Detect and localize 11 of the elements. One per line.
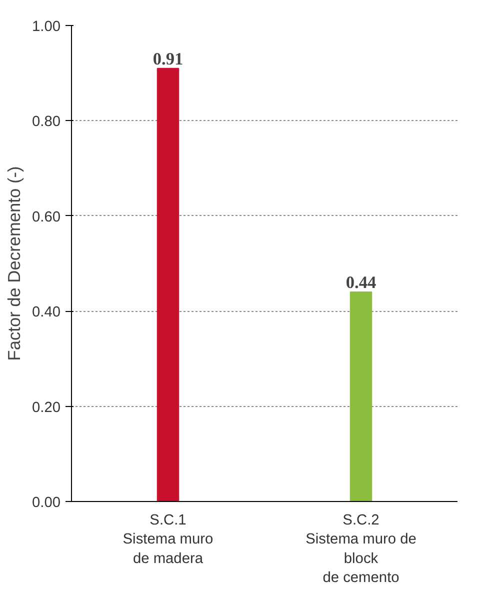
y-tick-label: 0.80 [32, 114, 61, 130]
x-tick-label: S.C.2 Sistema muro de block de cemento [306, 512, 416, 586]
data-label: 0.91 [152, 49, 184, 68]
y-tick-label: 0.40 [32, 304, 61, 321]
y-axis-title: Factor de Decremento (-) [4, 166, 24, 361]
y-tick-label: 1.00 [32, 19, 61, 35]
x-tick-label: S.C.1 Sistema muro de madera [122, 512, 214, 567]
data-label: 0.44 [346, 273, 376, 292]
y-tick-label: 0.00 [32, 495, 61, 511]
y-tick-label: 0.20 [32, 400, 61, 416]
y-tick-label: 0.60 [32, 209, 61, 226]
